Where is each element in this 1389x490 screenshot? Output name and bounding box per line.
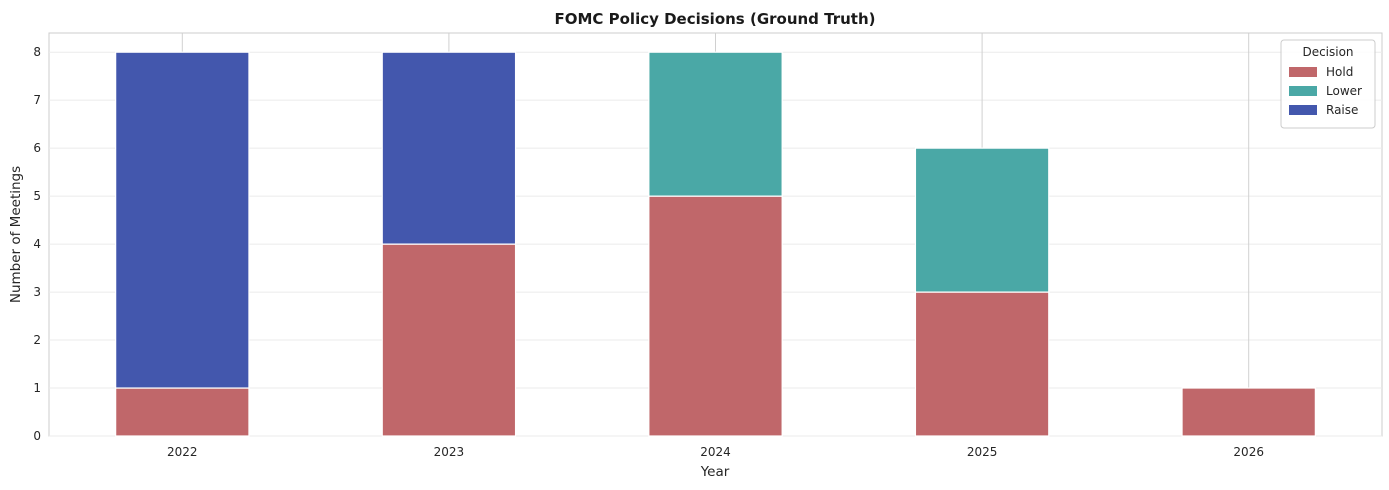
x-tick-label: 2022 [167, 445, 198, 459]
y-tick-label: 8 [33, 45, 41, 59]
legend: Decision Hold Lower Raise [1280, 39, 1376, 129]
bar-raise-2022 [115, 51, 250, 389]
x-tick-label: 2026 [1233, 445, 1264, 459]
bar-hold-2023 [381, 243, 517, 437]
y-tick-label: 4 [33, 237, 41, 251]
legend-title: Decision [1302, 45, 1353, 59]
bars [115, 51, 1316, 437]
y-tick-label: 7 [33, 93, 41, 107]
y-tick-label: 1 [33, 381, 41, 395]
bar-lower-2024 [648, 51, 783, 197]
x-tick-label: 2023 [434, 445, 465, 459]
y-tick-label: 3 [33, 285, 41, 299]
bar-lower-2025 [914, 147, 1050, 293]
bar-hold-2025 [914, 291, 1050, 437]
y-axis-label: Number of Meetings [8, 166, 24, 303]
x-tick-label: 2025 [967, 445, 998, 459]
y-tick-label: 6 [33, 141, 41, 155]
legend-label-raise: Raise [1326, 103, 1358, 117]
legend-swatch-hold [1289, 67, 1317, 77]
legend-swatch-raise [1289, 105, 1317, 115]
y-tick-label: 5 [33, 189, 41, 203]
x-axis-label: Year [700, 464, 730, 480]
x-tick-label: 2024 [700, 445, 731, 459]
y-tick-label: 0 [33, 429, 41, 443]
legend-swatch-lower [1289, 86, 1317, 96]
bar-hold-2026 [1181, 387, 1316, 437]
y-tick-label: 2 [33, 333, 41, 347]
y-axis-ticks: 0 1 2 3 4 5 6 7 8 [33, 45, 41, 443]
x-axis-ticks: 2022 2023 2024 2025 2026 [167, 445, 1264, 459]
bar-raise-2023 [381, 51, 517, 245]
bar-hold-2022 [115, 387, 250, 437]
bar-hold-2024 [648, 195, 783, 437]
legend-label-lower: Lower [1326, 84, 1362, 98]
chart-title: FOMC Policy Decisions (Ground Truth) [554, 10, 875, 28]
legend-label-hold: Hold [1326, 65, 1353, 79]
